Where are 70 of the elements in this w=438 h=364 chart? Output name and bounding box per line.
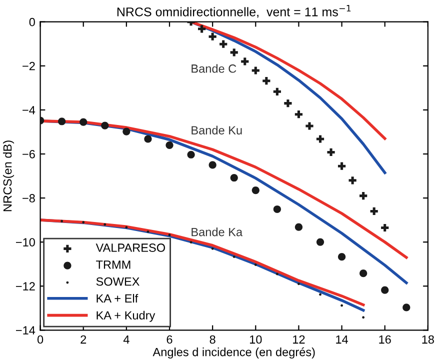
x-tick-label: 0 <box>37 335 44 344</box>
point <box>198 25 206 33</box>
point <box>370 207 378 216</box>
point <box>294 223 303 231</box>
y-tick-label: −6 <box>22 150 35 158</box>
legend-label: KA + Elf <box>96 294 138 303</box>
point <box>252 66 260 74</box>
y-tick-label: −14 <box>16 326 36 334</box>
point <box>187 150 195 158</box>
y-tick-label: 0 <box>29 18 35 26</box>
legend-label: VALPARESO <box>96 244 165 252</box>
point <box>327 148 335 156</box>
point <box>306 122 314 130</box>
x-tick-label: 10 <box>250 335 262 344</box>
legend-label: TRMM <box>96 260 130 269</box>
point <box>252 186 260 194</box>
point <box>381 224 389 232</box>
x-tick-label: 12 <box>293 335 305 344</box>
annotation: Bande Ka <box>192 228 243 236</box>
point <box>294 110 303 118</box>
point <box>125 226 128 229</box>
point <box>232 256 236 258</box>
point <box>381 286 389 294</box>
point <box>60 220 64 222</box>
annotation: Bande C <box>192 64 236 73</box>
point <box>208 32 216 40</box>
point <box>104 223 106 226</box>
point <box>144 135 152 143</box>
x-tick-label: 14 <box>336 335 348 344</box>
point <box>230 174 238 182</box>
x-tick-label: 6 <box>166 335 172 344</box>
point <box>262 77 270 85</box>
point <box>166 141 174 149</box>
point <box>338 253 346 261</box>
point <box>360 192 368 200</box>
y-tick-label: −2 <box>22 62 35 70</box>
y-axis-title: NRCS(en dB) <box>3 140 14 212</box>
chart-title: NRCS omnidirectionnelle, vent = 11 ms$^{−1}$ <box>117 5 351 18</box>
x-tick-label: 16 <box>379 335 391 344</box>
legend-label: KA + Kudry <box>96 310 156 322</box>
point <box>211 247 214 250</box>
y-tick-label: −10 <box>16 238 35 246</box>
y-tick-label: −12 <box>16 282 35 290</box>
x-axis-title: Angles d incidence (en degrés) <box>152 347 315 359</box>
point <box>273 205 281 214</box>
x-tick-label: 18 <box>422 335 434 344</box>
point <box>273 88 281 96</box>
point <box>80 118 88 126</box>
point <box>220 40 228 48</box>
point <box>316 135 324 143</box>
annotation: Bande Ku <box>192 126 242 134</box>
point <box>122 128 130 136</box>
point <box>101 122 109 130</box>
point <box>316 238 324 246</box>
legend-label: SOWEX <box>96 277 140 286</box>
y-tick-label: −8 <box>22 194 35 202</box>
x-tick-label: 8 <box>210 335 216 344</box>
point <box>402 304 410 312</box>
point <box>362 316 365 319</box>
point <box>360 270 368 278</box>
y-tick-label: −4 <box>22 106 36 114</box>
point <box>230 48 238 56</box>
point <box>348 176 356 184</box>
point <box>208 161 216 169</box>
point <box>58 118 66 126</box>
x-tick-label: 2 <box>80 335 86 344</box>
point <box>241 58 249 66</box>
point <box>338 162 346 170</box>
point <box>284 100 292 108</box>
x-tick-label: 4 <box>123 335 130 344</box>
